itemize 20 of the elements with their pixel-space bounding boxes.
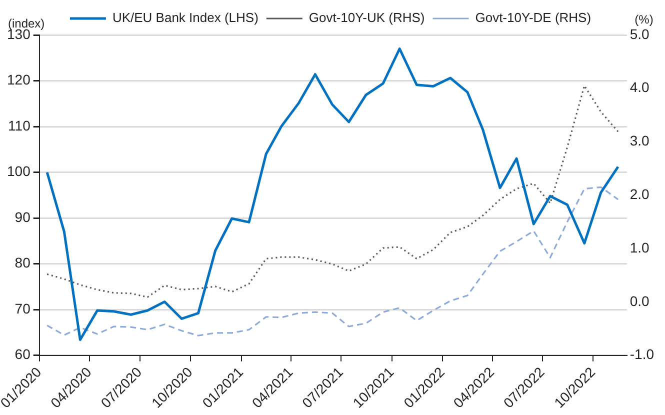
legend-label: UK/EU Bank Index (LHS) — [112, 10, 258, 26]
y2-tick-label: -1.0 — [630, 346, 654, 362]
y-tick-label: 100 — [7, 163, 31, 180]
y2-tick-label: 5.0 — [630, 26, 650, 42]
legend-label: Govt-10Y-DE (RHS) — [475, 10, 592, 26]
y2-tick-label: 2.0 — [630, 186, 650, 202]
line-series — [46, 186, 619, 336]
y-tick-label: 110 — [8, 117, 31, 134]
y2-tick-label: 0.0 — [630, 292, 650, 309]
y-tick-label: 60 — [14, 346, 31, 362]
y-tick-label: 80 — [14, 254, 31, 271]
legend-label: Govt-10Y-UK (RHS) — [308, 10, 425, 26]
y-tick-label: 70 — [14, 300, 31, 316]
y2-tick-label: 1.0 — [630, 239, 650, 256]
y2-axis-title: (%) — [634, 12, 654, 26]
y2-tick-label: 3.0 — [630, 132, 650, 149]
y2-tick-label: 4.0 — [630, 79, 650, 96]
y-tick-label: 90 — [14, 208, 31, 225]
y-tick-label: 120 — [7, 72, 31, 88]
line-series — [46, 84, 619, 298]
